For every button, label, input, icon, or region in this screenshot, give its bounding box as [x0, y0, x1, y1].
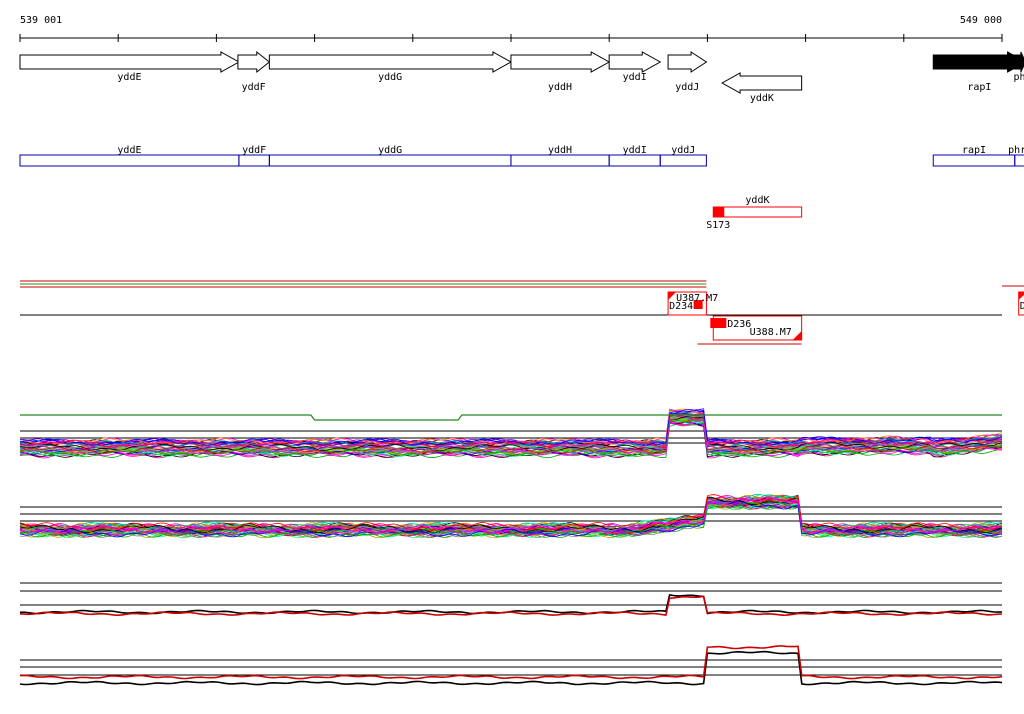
- gene-label-yddJ: yddJ: [675, 82, 699, 93]
- cds-box-yddH: [510, 154, 610, 167]
- panel-all-conditions-2: [19, 493, 1003, 539]
- expression-series: [19, 593, 1003, 615]
- promoter-site-marker: [713, 207, 725, 217]
- gene-arrow-yddJ: [667, 51, 708, 73]
- expression-series: [19, 414, 1003, 452]
- cds-track: yddEyddFyddGyddHyddIyddJrapIphrIyddM: [19, 145, 1024, 167]
- expression-series: [19, 495, 1003, 532]
- promoter-gene-box: [712, 206, 803, 218]
- ruler-end-label: 549 000: [960, 15, 1002, 26]
- expression-series: [19, 419, 1003, 457]
- expression-series: [19, 411, 1003, 448]
- promoter-site-label: S173: [706, 220, 730, 231]
- gene-label-phrI: phrI: [1014, 72, 1024, 83]
- gene-arrow-yddG: [268, 51, 512, 73]
- cds-box-rapI: [932, 154, 1016, 167]
- cds-box-yddG: [268, 154, 512, 167]
- expression-series: [20, 419, 1003, 458]
- panel-all-conditions-1: [19, 408, 1003, 459]
- panel-selected-1: [19, 582, 1003, 617]
- expression-series: [19, 416, 1003, 452]
- cds-label-yddH: yddH: [548, 145, 572, 156]
- cds-label-yddJ: yddJ: [671, 145, 695, 156]
- transcript-label: U387.M7: [676, 293, 718, 304]
- cds-box-yddJ: [659, 154, 707, 167]
- cds-label-yddE: yddE: [117, 145, 141, 156]
- expression-series: [19, 501, 1003, 538]
- gene-label-yddF: yddF: [242, 82, 266, 93]
- ruler-start-label: 539 001: [20, 15, 62, 26]
- transcript-marker: [710, 318, 727, 328]
- cds-box-yddE: [19, 154, 240, 167]
- expression-series: [19, 650, 1003, 686]
- cds-label-yddF: yddF: [242, 145, 266, 156]
- cds-label-yddI: yddI: [623, 145, 647, 156]
- gene-arrow-yddI: [608, 51, 662, 73]
- expression-series: [19, 595, 1003, 617]
- gene-arrow-yddK: [721, 72, 803, 94]
- transcript-box: [667, 291, 707, 316]
- cds-label-phrI: phrI: [1008, 145, 1024, 156]
- gene-arrow-yddF: [237, 50, 271, 74]
- expression-series: [19, 496, 1003, 534]
- expression-series: [20, 414, 1002, 421]
- expression-series: [19, 409, 1003, 446]
- panel-selected-2: [19, 645, 1003, 686]
- expression-series: [19, 413, 1003, 449]
- coordinate-ruler: 539 001 549 000: [19, 15, 1003, 42]
- transcript-corner: [668, 292, 677, 300]
- cds-box-yddF: [238, 154, 270, 167]
- gene-label-yddI: yddI: [623, 72, 647, 83]
- expression-series: [19, 413, 1003, 451]
- transcript-box: [1018, 291, 1024, 316]
- transcript-label: D236: [727, 319, 751, 330]
- cds-label-yddG: yddG: [378, 145, 402, 156]
- promoter-gene-label: yddK: [745, 195, 769, 206]
- gene-arrow-yddH: [510, 51, 611, 73]
- transcript-marker: [693, 300, 703, 309]
- cds-box-phrI: [1014, 154, 1024, 167]
- gene-strand-track: yddEyddFyddGyddHyddIyddJyddKrapIphrIyddM: [19, 50, 1024, 104]
- transcript-label: U388.M7: [750, 327, 792, 338]
- expression-series: [19, 645, 1003, 680]
- gene-arrow-phrI: [1013, 51, 1024, 73]
- expression-series: [19, 418, 1003, 454]
- cds-box-yddI: [608, 154, 661, 167]
- gene-label-rapI: rapI: [967, 82, 991, 93]
- gene-label-yddH: yddH: [548, 82, 572, 93]
- gene-label-yddK: yddK: [750, 93, 774, 104]
- expression-series: [19, 413, 1003, 447]
- gene-label-yddG: yddG: [378, 72, 402, 83]
- transcript-label: D237: [1020, 301, 1024, 312]
- expression-panels: [19, 408, 1003, 686]
- gene-label-yddE: yddE: [117, 72, 141, 83]
- gene-arrow-yddE: [19, 51, 240, 73]
- transcript-corner: [792, 331, 802, 340]
- transcript-label: D234: [669, 301, 693, 312]
- cds-label-rapI: rapI: [962, 145, 986, 156]
- transcript-corner: [1018, 292, 1024, 300]
- expression-series: [19, 420, 1003, 457]
- promoter-track: yddK S173: [706, 195, 803, 231]
- gene-arrow-rapI: [932, 51, 1024, 73]
